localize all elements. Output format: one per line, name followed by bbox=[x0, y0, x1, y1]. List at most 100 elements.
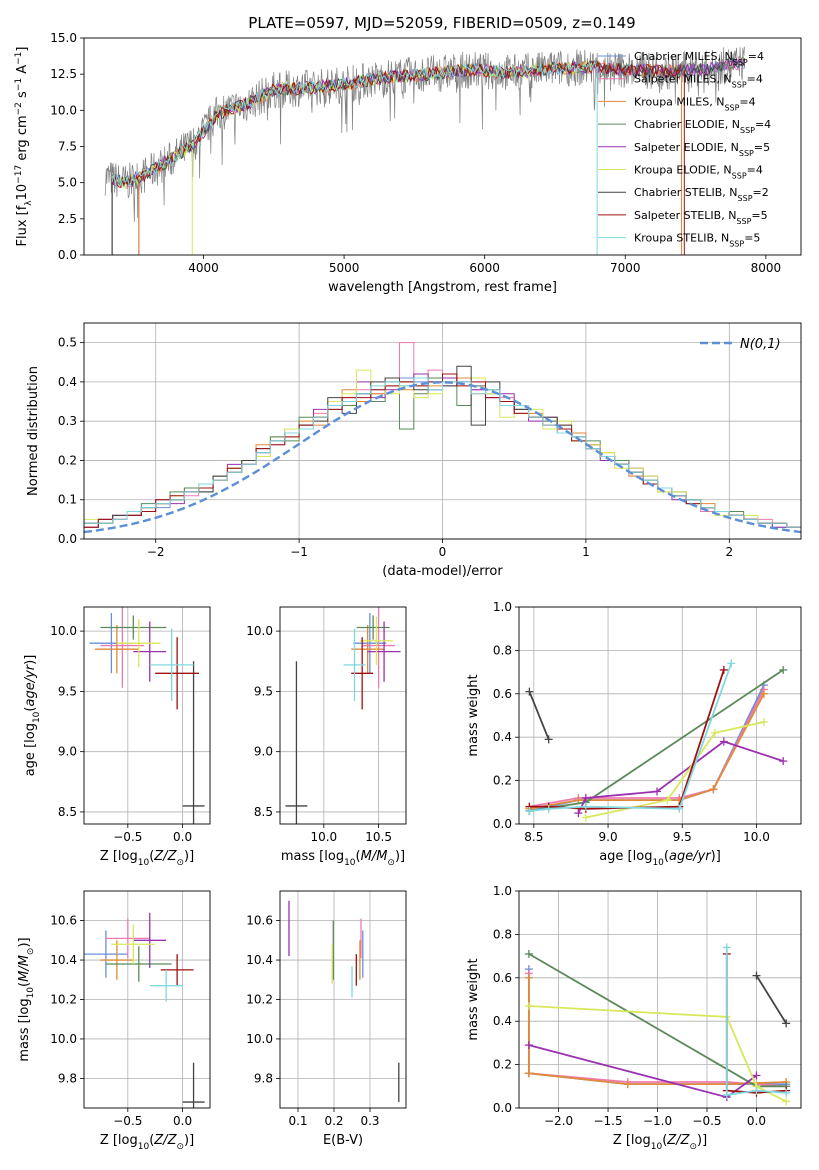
weight-marker bbox=[710, 728, 719, 737]
errorbar-point bbox=[116, 619, 161, 668]
weight-vs-age-xlabel: age [log10(age/yr)] bbox=[599, 849, 721, 868]
errorbar-point bbox=[84, 930, 128, 978]
weight-line bbox=[725, 947, 787, 1097]
legend-entry: Kroupa MILES, NSSP=4 bbox=[634, 95, 756, 112]
y-tick-label: 10.0 bbox=[50, 103, 77, 117]
age-vs-z-axes: −0.5 0.0 8.5 9.0 9.5 10.0 bbox=[50, 607, 210, 844]
y-tick-label: 7.5 bbox=[58, 140, 77, 154]
mass-vs-z-ylabel: mass [log10(M/M⊙)] bbox=[17, 937, 36, 1061]
legend-entry: Kroupa ELODIE, NSSP=4 bbox=[634, 164, 763, 181]
y-tick-label: 10.6 bbox=[50, 914, 77, 928]
errorbar-point bbox=[353, 613, 387, 674]
weight-line bbox=[528, 1005, 787, 1103]
spectrum-xlabel: wavelength [Angstrom, rest frame] bbox=[328, 280, 557, 295]
spectrum-legend: Chabrier MILES, NSSP=4 Salpeter MILES, NS… bbox=[598, 50, 771, 248]
mass-vs-ebv-frame bbox=[279, 890, 407, 1109]
weight-marker bbox=[581, 793, 590, 802]
y-tick-label: 0.4 bbox=[58, 375, 77, 389]
weight-vs-z-frame bbox=[518, 890, 802, 1109]
y-tick-label: 0.2 bbox=[58, 453, 77, 467]
gaussian-curve bbox=[84, 381, 801, 534]
x-tick-label: −1.0 bbox=[643, 1114, 672, 1128]
age-vs-mass-frame bbox=[279, 606, 407, 825]
y-tick-label: 0.0 bbox=[58, 532, 77, 546]
weight-marker bbox=[524, 1002, 533, 1011]
y-tick-label: 10.2 bbox=[50, 993, 77, 1007]
weight-marker bbox=[524, 949, 533, 958]
weight-marker bbox=[779, 665, 788, 674]
weight-marker bbox=[663, 796, 672, 805]
weight-marker bbox=[653, 787, 662, 796]
x-tick-label: 0.2 bbox=[324, 1114, 343, 1128]
errorbar-point bbox=[285, 661, 308, 824]
y-tick-label: 8.5 bbox=[58, 805, 77, 819]
x-tick-label: −0.5 bbox=[692, 1114, 721, 1128]
legend-entry: Kroupa STELIB, NSSP=5 bbox=[634, 232, 760, 249]
y-tick-label: 1.0 bbox=[493, 600, 512, 614]
model-fit-line bbox=[111, 61, 597, 187]
legend-entry: Salpeter STELIB, NSSP=5 bbox=[634, 209, 768, 226]
weight-marker bbox=[722, 1090, 731, 1099]
y-tick-label: 15.0 bbox=[50, 31, 77, 45]
x-tick-label: 0.0 bbox=[747, 1114, 766, 1128]
y-tick-label: 5.0 bbox=[58, 176, 77, 190]
y-tick-label: 10.4 bbox=[246, 953, 273, 967]
weight-marker bbox=[623, 1080, 632, 1089]
y-tick-label: 9.8 bbox=[254, 1071, 273, 1085]
spectrum-frame bbox=[83, 37, 802, 256]
weight-marker bbox=[581, 802, 590, 811]
x-tick-label: 0 bbox=[439, 545, 447, 559]
x-tick-label: 8.5 bbox=[524, 830, 543, 844]
y-tick-label: 9.0 bbox=[254, 745, 273, 759]
y-tick-label: 2.5 bbox=[58, 212, 77, 226]
x-tick-label: 10.5 bbox=[365, 830, 392, 844]
x-tick-label: 4000 bbox=[188, 261, 219, 275]
age-vs-z-xlabel: Z [log10(Z/Z⊙)] bbox=[100, 849, 194, 868]
mass-vs-z-axes: −0.5 0.0 9.8 10.0 10.2 10.4 10.6 bbox=[50, 891, 210, 1128]
errorbar-point bbox=[133, 912, 167, 968]
residuals-frame bbox=[83, 322, 802, 540]
weight-marker bbox=[719, 737, 728, 746]
weight-marker bbox=[524, 1069, 533, 1078]
weight-vs-z-xlabel: Z [log10(Z/Z⊙)] bbox=[613, 1133, 707, 1152]
x-tick-label: 5000 bbox=[329, 261, 360, 275]
age-vs-mass-axes: 10.0 10.5 8.5 9.0 9.5 10.0 bbox=[246, 607, 406, 844]
legend-entry: N(0,1) bbox=[740, 337, 781, 352]
y-tick-label: 9.5 bbox=[58, 684, 77, 698]
errorbar-point bbox=[182, 1062, 205, 1108]
y-tick-label: 10.0 bbox=[246, 1032, 273, 1046]
spectrum-ylabel: Flux [fλ10−17 erg cm−2 s−1 A−1] bbox=[14, 47, 34, 247]
y-tick-label: 0.0 bbox=[493, 1101, 512, 1115]
weight-marker bbox=[759, 718, 768, 727]
x-tick-label: 2 bbox=[725, 545, 733, 559]
weight-marker bbox=[544, 804, 553, 813]
weight-line bbox=[529, 669, 725, 810]
x-tick-label: −2 bbox=[147, 545, 165, 559]
errorbar-point bbox=[351, 625, 385, 674]
weight-marker bbox=[759, 689, 768, 698]
spectrum-plot-area bbox=[104, 46, 746, 255]
errorbar-point bbox=[149, 628, 194, 702]
weight-marker bbox=[525, 806, 534, 815]
y-tick-label: 0.6 bbox=[493, 687, 512, 701]
weight-marker bbox=[719, 665, 728, 674]
legend-entry: Chabrier ELODIE, NSSP=4 bbox=[634, 118, 771, 135]
errorbar-point bbox=[100, 940, 134, 980]
y-tick-label: 0.4 bbox=[493, 730, 512, 744]
legend-entry: Salpeter MILES, NSSP=4 bbox=[634, 73, 763, 90]
legend-entry: Salpeter ELODIE, NSSP=5 bbox=[634, 141, 770, 158]
x-tick-label: 0.1 bbox=[288, 1114, 307, 1128]
x-tick-label: 9.0 bbox=[599, 830, 618, 844]
figure-title: PLATE=0597, MJD=52059, FIBERID=0509, z=0… bbox=[248, 14, 635, 32]
errorbar-point bbox=[94, 625, 139, 674]
weight-marker bbox=[752, 971, 761, 980]
y-tick-label: 0.2 bbox=[493, 774, 512, 788]
weight-marker bbox=[727, 659, 736, 668]
y-tick-label: 0.3 bbox=[58, 414, 77, 428]
spectrum-axes: 4000 5000 6000 7000 8000 0.0 2.5 5.0 7.5 10.0 12.5… bbox=[50, 31, 781, 275]
y-tick-label: 10.0 bbox=[50, 624, 77, 638]
weight-marker bbox=[782, 1019, 791, 1028]
weight-marker bbox=[709, 785, 718, 794]
y-tick-label: 10.0 bbox=[50, 1032, 77, 1046]
